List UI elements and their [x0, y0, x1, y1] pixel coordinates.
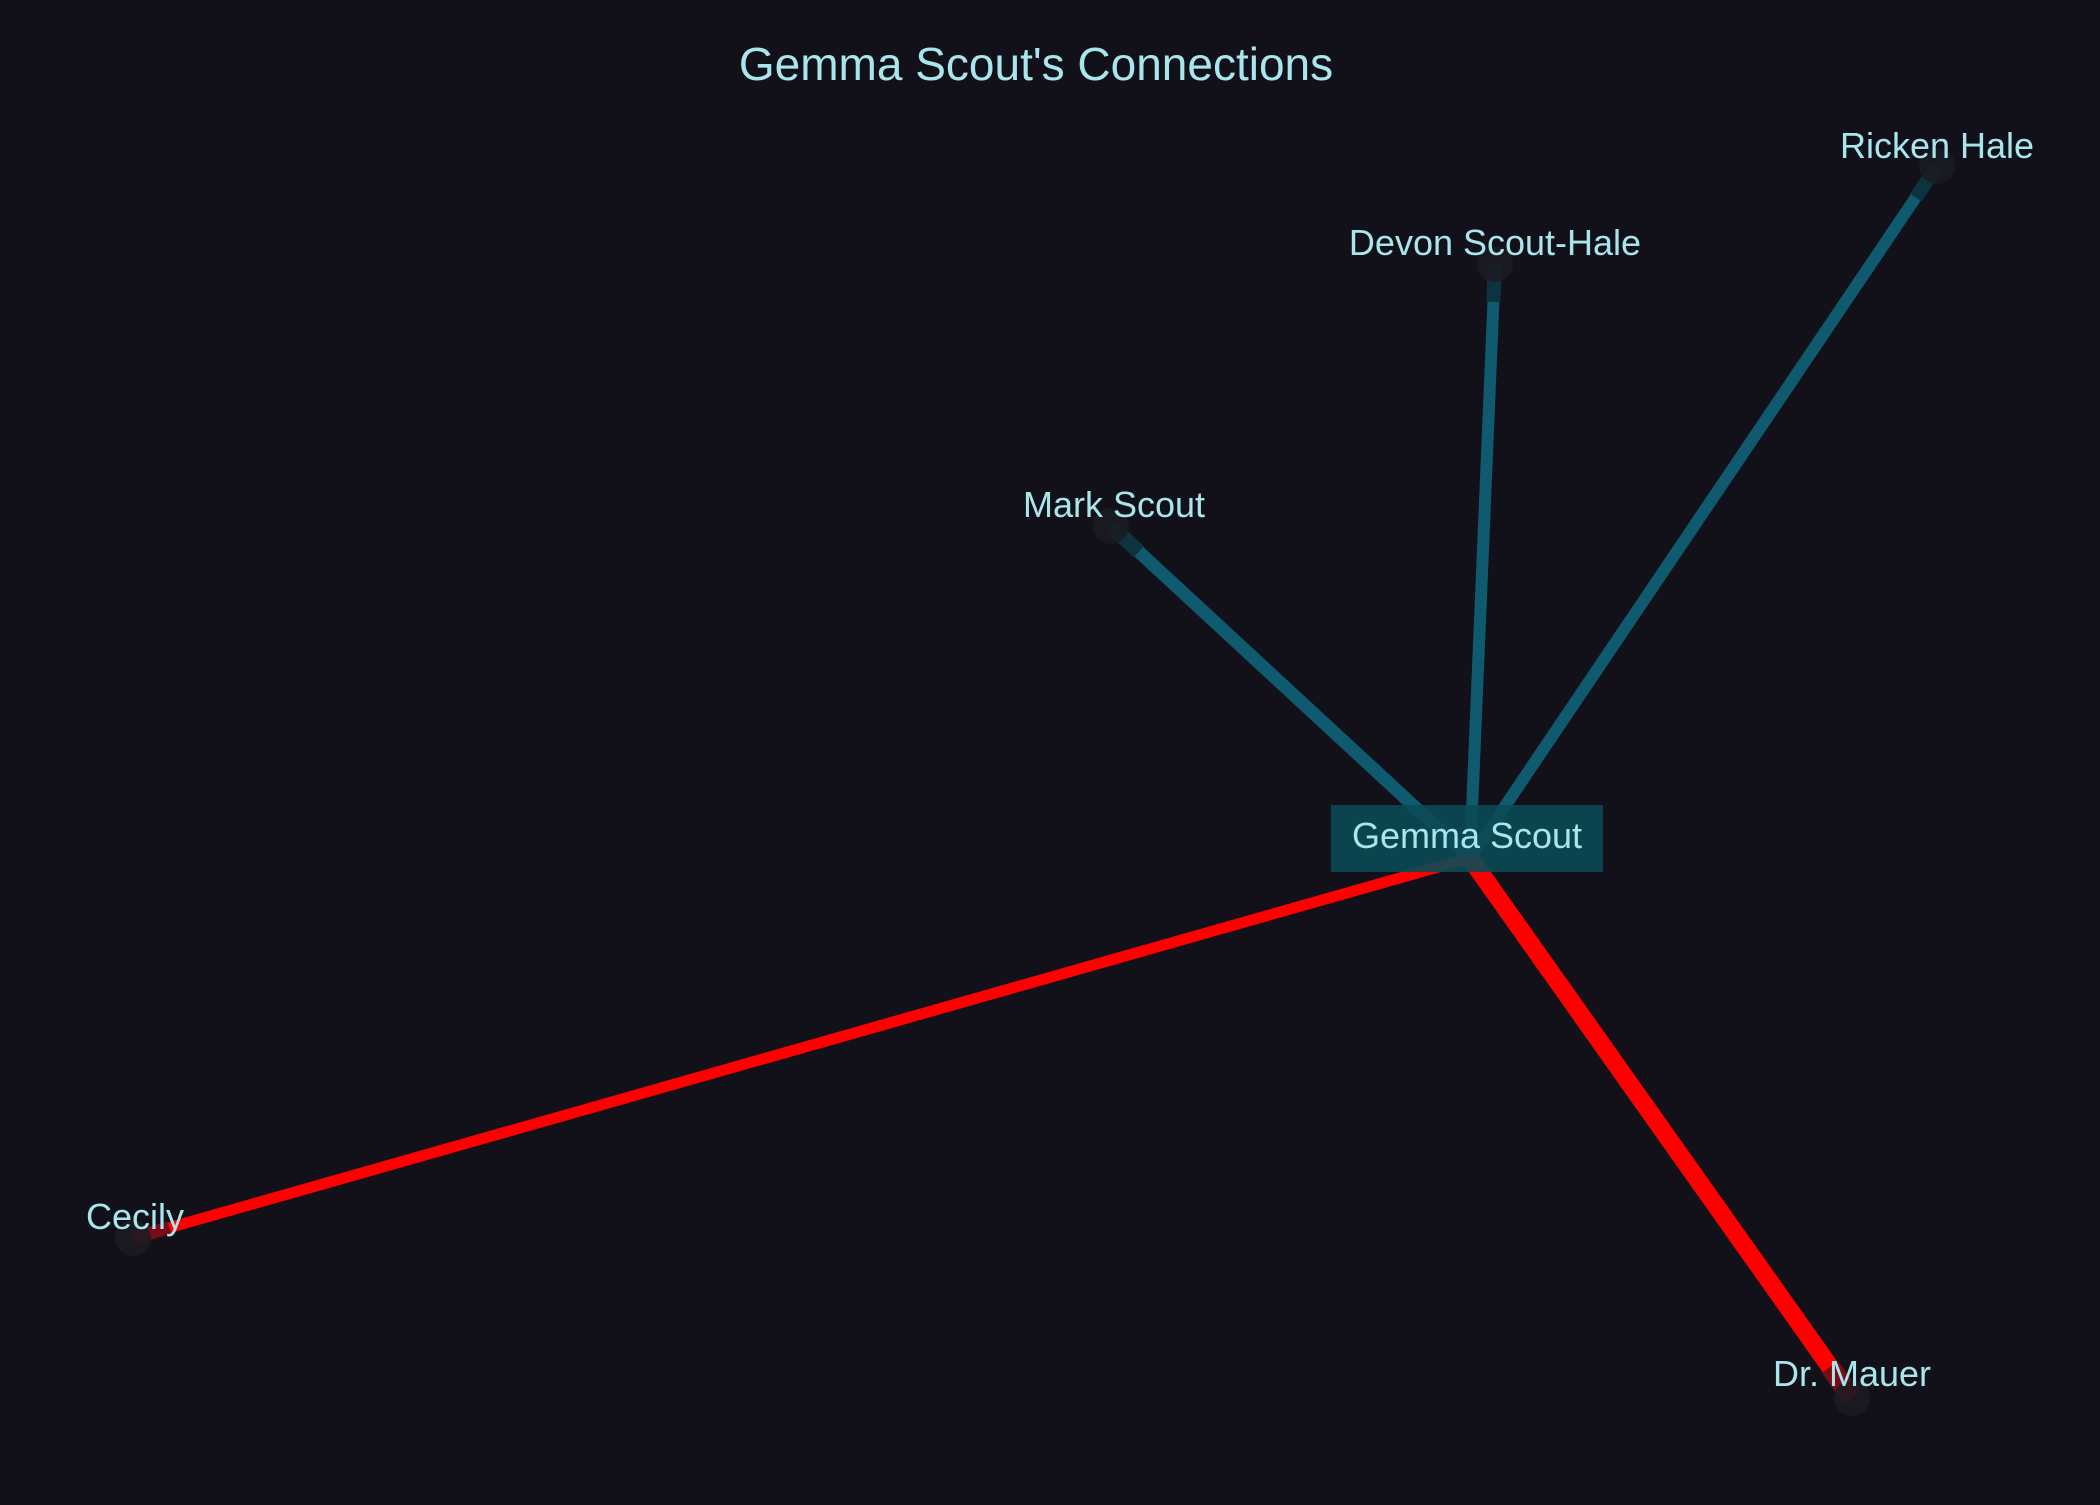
node-devon[interactable]: Devon Scout-Hale [1349, 222, 1641, 282]
center-node-box [1331, 805, 1603, 872]
node-dot-mark [1093, 508, 1129, 544]
edge-mark [1106, 521, 1475, 863]
node-mark[interactable]: Mark Scout [1023, 484, 1205, 544]
edge-devon [1464, 263, 1501, 859]
center-node-label: Gemma Scout [1352, 815, 1582, 856]
edge-mauer [1462, 852, 1860, 1404]
node-dot-devon [1477, 246, 1513, 282]
node-dot-mauer [1834, 1380, 1870, 1416]
node-ricken[interactable]: Ricken Hale [1840, 125, 2034, 184]
node-label-devon: Devon Scout-Hale [1349, 222, 1641, 263]
node-label-mark: Mark Scout [1023, 484, 1205, 525]
node-label-cecily: Cecily [86, 1196, 184, 1237]
center-node[interactable]: Gemma Scout [1331, 805, 1603, 872]
nodes-layer: Ricken Hale Devon Scout-Hale Mark Scout Cec… [86, 125, 2034, 1416]
node-label-mauer: Dr. Mauer [1773, 1353, 1931, 1394]
node-dot-ricken [1919, 148, 1955, 184]
node-label-ricken: Ricken Hale [1840, 125, 2034, 166]
edge-ricken [1465, 162, 1942, 862]
diagram-title: Gemma Scout's Connections [739, 38, 1333, 90]
node-dot-cecily [115, 1220, 151, 1256]
node-cecily[interactable]: Cecily [86, 1196, 184, 1256]
edge-cecily [131, 852, 1472, 1244]
node-mauer[interactable]: Dr. Mauer [1773, 1353, 1931, 1416]
